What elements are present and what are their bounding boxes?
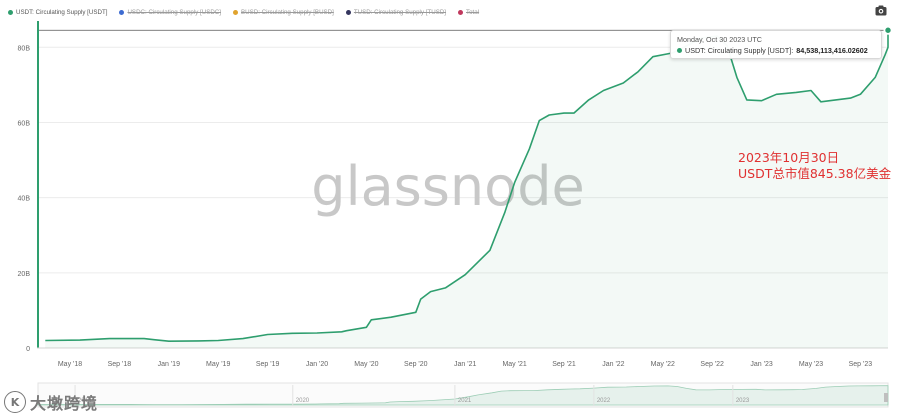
legend-item-busd[interactable]: BUSD: Circulating Supply [BUSD] <box>233 9 334 16</box>
navigator-track[interactable] <box>37 382 889 408</box>
legend-usdt-label: USDT: Circulating Supply [USDT] <box>16 8 108 16</box>
chart-tooltip: Monday, Oct 30 2023 UTC USDT: Circulatin… <box>670 30 882 59</box>
x-tick-label: May '22 <box>651 361 675 368</box>
y-tick-label: 80B <box>18 45 31 52</box>
x-tick-label: Jan '19 <box>158 361 180 368</box>
legend-item-usdc[interactable]: USDC: Circulating Supply [USDC] <box>119 9 221 16</box>
legend-usdc-swatch <box>119 9 125 15</box>
chinese-annotation: 2023年10月30日 USDT总市值845.38亿美金 <box>738 150 891 182</box>
legend-usdt-swatch <box>8 9 13 15</box>
corner-watermark-logo: K 大墩跨境 <box>4 390 98 414</box>
chart-legend: USDT: Circulating Supply [USDT] USDC: Ci… <box>8 5 479 19</box>
y-tick-label: 0 <box>26 346 30 353</box>
x-tick-label: Sep '21 <box>552 361 576 368</box>
x-tick-label: Sep '18 <box>108 361 132 368</box>
annotation-date: 2023年10月30日 <box>738 150 840 165</box>
legend-item-total[interactable]: Total <box>458 9 479 16</box>
y-tick-label: 40B <box>18 196 31 203</box>
legend-tusd-label: TUSD: Circulating Supply [TUSD] <box>353 8 447 16</box>
annotation-market-cap: USDT总市值845.38亿美金 <box>738 166 892 181</box>
legend-item-usdt[interactable]: USDT: Circulating Supply [USDT] <box>8 9 107 16</box>
usdt-series-line <box>45 30 889 342</box>
legend-total-swatch <box>458 9 464 15</box>
navigator-label: 2020 <box>296 398 310 404</box>
x-tick-label: May '19 <box>206 361 230 368</box>
navigator-handle[interactable] <box>884 393 888 402</box>
navigator-label: 2022 <box>597 398 611 404</box>
navigator[interactable]: 2019 2020 2021 2022 2023 <box>37 382 889 408</box>
y-tick-label: 20B <box>18 271 31 278</box>
x-tick-label: Sep '20 <box>404 361 428 368</box>
x-tick-label: Jan '21 <box>454 361 476 368</box>
legend-busd-swatch <box>233 9 238 15</box>
legend-tusd-swatch <box>345 9 351 15</box>
x-tick-label: Jan '23 <box>750 361 772 368</box>
usdt-area-fill <box>45 30 889 349</box>
x-tick-labels: May '18 Sep '18 Jan '19 May '19 Sep '19 Jan '… <box>58 361 872 368</box>
logo-mark: K <box>4 391 26 413</box>
x-tick-label: Sep '19 <box>256 361 280 368</box>
x-tick-label: Jan '20 <box>306 361 328 368</box>
x-tick-label: Jan '22 <box>602 361 624 368</box>
legend-total-label: Total <box>466 8 480 16</box>
x-tick-label: May '21 <box>502 361 526 368</box>
logo-text: 大墩跨境 <box>30 394 99 413</box>
glassnode-watermark: glassnode <box>311 155 584 218</box>
navigator-labels: 2019 2020 2021 2022 2023 <box>74 385 750 406</box>
y-axis-line <box>37 21 39 348</box>
x-tick-label: May '20 <box>354 361 378 368</box>
x-tick-label: May '18 <box>58 361 82 368</box>
legend-usdc-label: USDC: Circulating Supply [USDC] <box>127 8 221 16</box>
y-tick-label: 60B <box>18 120 31 127</box>
navigator-label: 2021 <box>458 398 472 404</box>
legend-busd-label: BUSD: Circulating Supply [BUSD] <box>241 8 334 16</box>
navigator-series <box>37 385 889 406</box>
x-tick-label: Sep '23 <box>849 361 873 368</box>
tooltip-date: Monday, Oct 30 2023 UTC <box>677 35 762 44</box>
tooltip-swatch <box>677 48 682 53</box>
navigator-label: 2019 <box>78 398 92 404</box>
y-tick-labels: 0 20B 40B 60B 80B <box>18 45 31 353</box>
camera-icon[interactable] <box>875 5 887 16</box>
hover-point[interactable] <box>883 25 893 35</box>
tooltip-value: 84,538,113,416.02602 <box>796 46 868 55</box>
tooltip-row: USDT: Circulating Supply [USDT]: 84,538,… <box>677 46 868 55</box>
legend-item-tusd[interactable]: TUSD: Circulating Supply [TUSD] <box>345 8 447 16</box>
tooltip-series-label: USDT: Circulating Supply [USDT]: <box>685 46 794 55</box>
x-tick-label: May '23 <box>799 361 823 368</box>
x-tick-label: Sep '22 <box>700 361 724 368</box>
navigator-label: 2023 <box>736 398 750 404</box>
